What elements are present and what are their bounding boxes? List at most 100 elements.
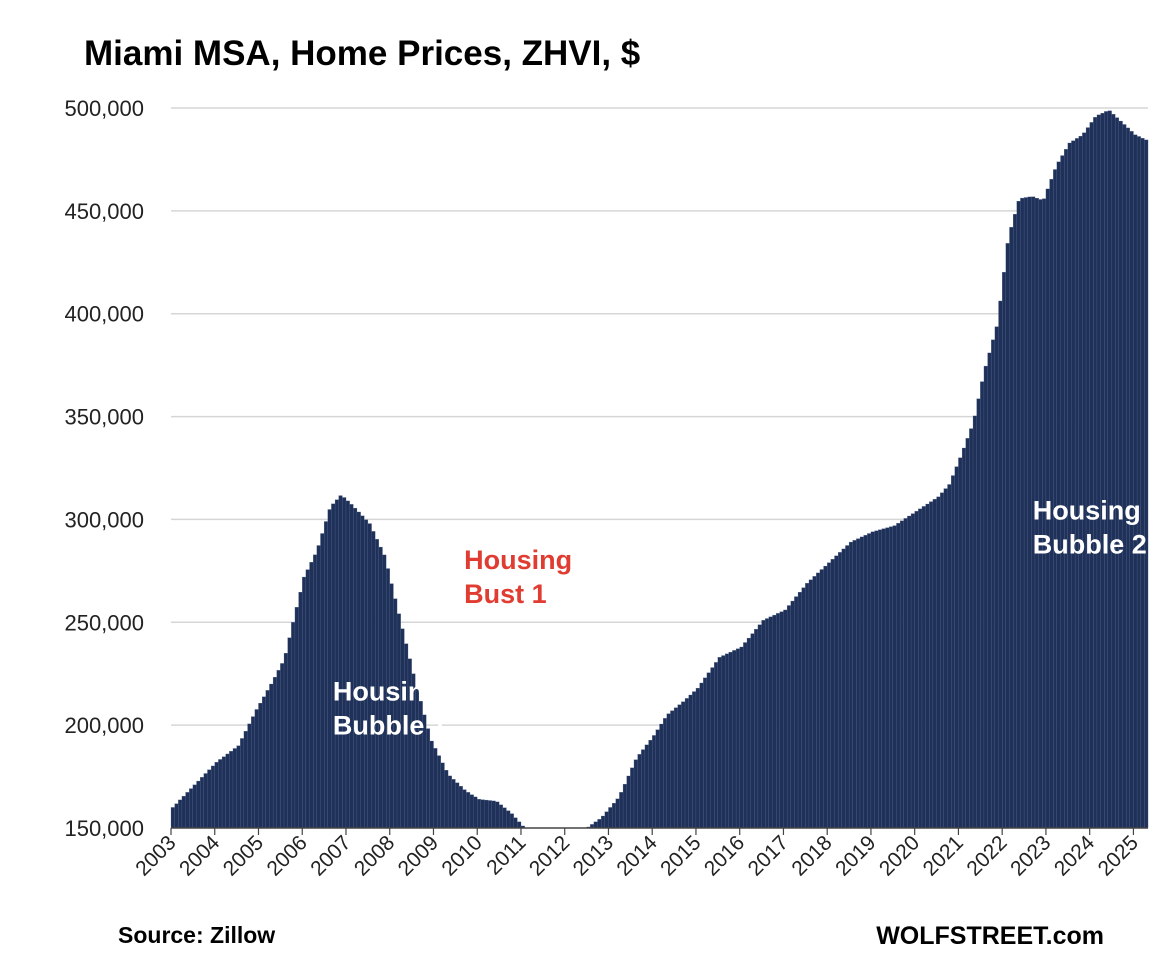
bar [761, 620, 766, 829]
bar [221, 756, 226, 829]
bar [1082, 132, 1087, 829]
bar [684, 698, 689, 829]
bar [965, 438, 970, 829]
bar [663, 718, 667, 829]
bar [331, 503, 336, 829]
bar [874, 530, 879, 829]
bar [743, 642, 748, 829]
bar [1115, 117, 1120, 829]
bar [1071, 140, 1076, 829]
bar [921, 506, 926, 829]
bar [207, 769, 212, 829]
bar [987, 352, 992, 829]
bar [739, 646, 744, 829]
bar [823, 565, 828, 829]
bar [983, 365, 988, 829]
bar [1111, 114, 1116, 829]
bar [262, 696, 266, 829]
bar [724, 653, 729, 829]
x-tick-label: 2006 [262, 831, 311, 880]
bar [1060, 155, 1065, 829]
bar [302, 576, 307, 829]
bar [280, 663, 285, 829]
annotation-line: Housing [1033, 495, 1141, 525]
bar [998, 300, 1003, 829]
bar [885, 527, 890, 829]
bar [670, 710, 675, 829]
annotation-line: Bubble 1 [333, 710, 447, 740]
bar [309, 562, 314, 829]
bar [630, 767, 635, 829]
bar [619, 792, 624, 829]
x-tick-label: 2024 [1050, 831, 1100, 881]
bar [681, 701, 686, 829]
bar [991, 339, 996, 829]
bar [692, 691, 697, 829]
bar [918, 508, 923, 829]
bar [1126, 127, 1130, 829]
bar [294, 607, 299, 829]
annotation-line: Bust 1 [464, 579, 547, 609]
x-tick-label: 2015 [656, 831, 705, 880]
y-tick-label: 300,000 [64, 507, 144, 532]
bar [1140, 138, 1145, 829]
bar [859, 536, 864, 829]
bar [473, 796, 478, 829]
bar [601, 815, 605, 829]
bar [320, 533, 325, 829]
bar [896, 523, 901, 829]
bar [1074, 138, 1079, 829]
bar [1107, 110, 1112, 829]
bar [229, 751, 234, 829]
annotation-line: Housing [464, 545, 572, 575]
bar [305, 569, 310, 829]
bar [1118, 120, 1123, 829]
annotation-line: Bubble 2 [1033, 529, 1147, 559]
bar [189, 788, 194, 829]
bar [827, 562, 832, 829]
x-tick-label: 2005 [219, 831, 268, 880]
bar [342, 497, 347, 829]
bar [1085, 127, 1090, 829]
bar [506, 810, 511, 829]
bar [477, 799, 482, 829]
bar [185, 792, 190, 829]
bar [495, 801, 500, 829]
bar [1096, 114, 1101, 829]
bar [812, 576, 817, 829]
x-tick-label: 2008 [350, 831, 399, 880]
bar [356, 511, 361, 829]
y-tick-label: 400,000 [64, 302, 144, 327]
x-tick-label: 2016 [700, 831, 749, 880]
bar [932, 499, 937, 829]
bar [659, 723, 664, 829]
bar [940, 492, 945, 829]
bar [236, 745, 241, 829]
bars-layer [170, 110, 1149, 829]
bar [757, 624, 762, 829]
bar [313, 554, 318, 829]
annotation: Housing Bust 1 [464, 545, 572, 609]
annotation: Housing Bubble 2 [1033, 495, 1147, 559]
bar [323, 521, 328, 829]
bar [943, 488, 948, 829]
bar [203, 773, 208, 829]
bar [790, 600, 795, 829]
bar [272, 677, 277, 829]
bar [954, 466, 959, 829]
bar [287, 637, 292, 829]
bar [765, 618, 770, 829]
bar [276, 670, 281, 829]
bar [174, 803, 179, 829]
bar [353, 507, 358, 829]
brand-note: WOLFSTREET.com [876, 922, 1104, 950]
y-tick-labels: 150,000 200,000 250,000 300,000 350,000 400,0… [64, 96, 144, 841]
bar [251, 716, 256, 829]
bar [750, 633, 755, 829]
bar [415, 687, 420, 829]
bar [768, 616, 773, 829]
bar [841, 548, 846, 829]
bar [721, 655, 726, 829]
bar [298, 591, 303, 829]
